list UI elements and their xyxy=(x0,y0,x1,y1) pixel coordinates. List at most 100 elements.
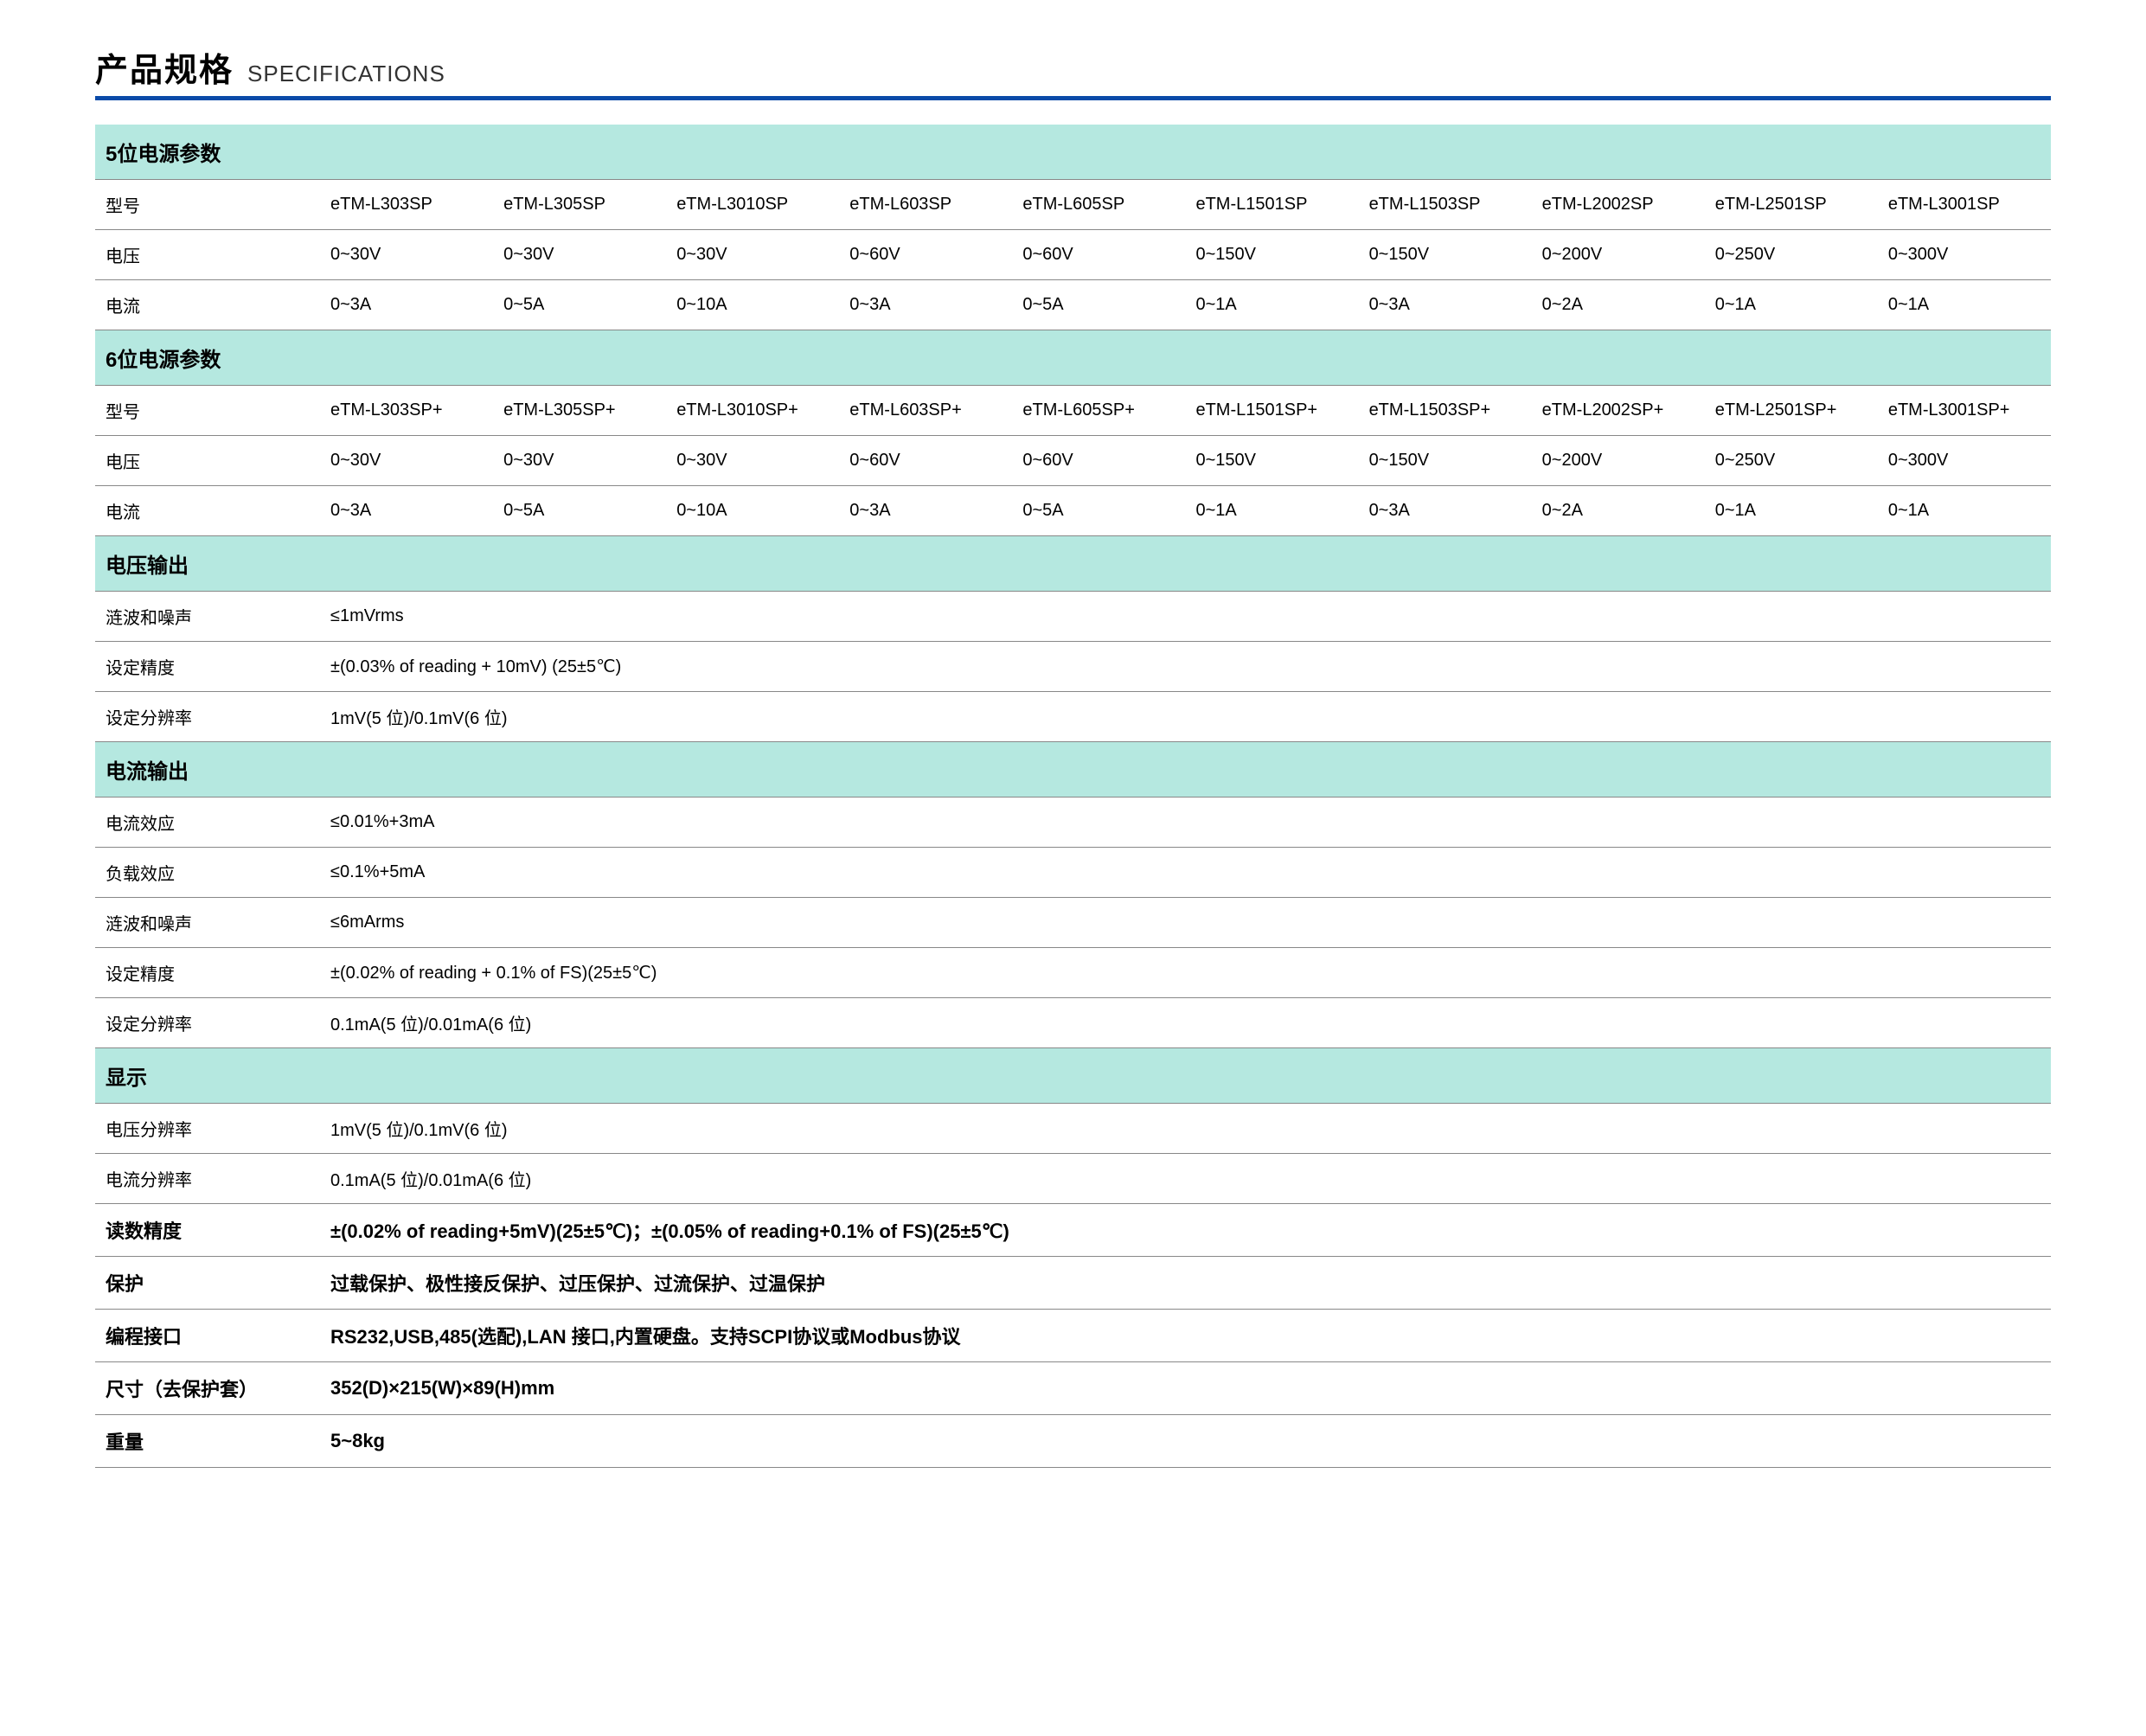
cell-5-model-5: eTM-L1501SP xyxy=(1185,180,1358,230)
cell-6-voltage-4: 0~60V xyxy=(1012,436,1185,486)
cell-5-model-8: eTM-L2501SP xyxy=(1705,180,1878,230)
row-value-voltout-0: ≤1mVrms xyxy=(320,592,2051,642)
row-label-currout-4: 设定分辨率 xyxy=(95,998,320,1048)
row-label-display-1: 电流分辨率 xyxy=(95,1154,320,1204)
cell-5-model-0: eTM-L303SP xyxy=(320,180,493,230)
section-header-curr-out: 电流输出 xyxy=(95,742,2051,798)
cell-5-model-7: eTM-L2002SP xyxy=(1532,180,1705,230)
cell-5-voltage-6: 0~150V xyxy=(1359,230,1532,280)
cell-6-model-8: eTM-L2501SP+ xyxy=(1705,386,1878,436)
row-label-display-0: 电压分辨率 xyxy=(95,1104,320,1154)
row-label-5-model: 型号 xyxy=(95,180,320,230)
row-label-6-current: 电流 xyxy=(95,486,320,536)
cell-6-model-6: eTM-L1503SP+ xyxy=(1359,386,1532,436)
title-en: SPECIFICATIONS xyxy=(247,61,445,87)
section-header-6digit: 6位电源参数 xyxy=(95,330,2051,386)
row-label-currout-0: 电流效应 xyxy=(95,798,320,848)
row-label-bold-0: 读数精度 xyxy=(95,1204,320,1257)
row-label-voltout-2: 设定分辨率 xyxy=(95,692,320,742)
row-value-voltout-2: 1mV(5 位)/0.1mV(6 位) xyxy=(320,692,2051,742)
row-label-bold-2: 编程接口 xyxy=(95,1310,320,1362)
cell-6-model-1: eTM-L305SP+ xyxy=(493,386,666,436)
row-value-currout-2: ≤6mArms xyxy=(320,898,2051,948)
cell-6-voltage-3: 0~60V xyxy=(839,436,1012,486)
cell-5-voltage-7: 0~200V xyxy=(1532,230,1705,280)
cell-6-model-0: eTM-L303SP+ xyxy=(320,386,493,436)
row-label-bold-4: 重量 xyxy=(95,1415,320,1468)
row-label-bold-3: 尺寸（去保护套） xyxy=(95,1362,320,1415)
row-value-bold-1: 过载保护、极性接反保护、过压保护、过流保护、过温保护 xyxy=(320,1257,2051,1310)
cell-5-voltage-0: 0~30V xyxy=(320,230,493,280)
cell-5-current-9: 0~1A xyxy=(1878,280,2051,330)
row-label-voltout-0: 涟波和噪声 xyxy=(95,592,320,642)
cell-6-model-4: eTM-L605SP+ xyxy=(1012,386,1185,436)
section-header-display: 显示 xyxy=(95,1048,2051,1104)
row-value-display-0: 1mV(5 位)/0.1mV(6 位) xyxy=(320,1104,2051,1154)
cell-5-current-6: 0~3A xyxy=(1359,280,1532,330)
row-value-voltout-1: ±(0.03% of reading + 10mV) (25±5℃) xyxy=(320,642,2051,692)
row-label-6-voltage: 电压 xyxy=(95,436,320,486)
cell-6-model-3: eTM-L603SP+ xyxy=(839,386,1012,436)
cell-5-current-1: 0~5A xyxy=(493,280,666,330)
row-label-currout-1: 负载效应 xyxy=(95,848,320,898)
page-title-row: 产品规格 SPECIFICATIONS xyxy=(95,43,2051,100)
cell-6-model-9: eTM-L3001SP+ xyxy=(1878,386,2051,436)
cell-5-model-4: eTM-L605SP xyxy=(1012,180,1185,230)
cell-6-current-8: 0~1A xyxy=(1705,486,1878,536)
cell-6-current-5: 0~1A xyxy=(1185,486,1358,536)
cell-5-model-3: eTM-L603SP xyxy=(839,180,1012,230)
cell-6-voltage-9: 0~300V xyxy=(1878,436,2051,486)
cell-6-current-3: 0~3A xyxy=(839,486,1012,536)
row-value-bold-0: ±(0.02% of reading+5mV)(25±5℃)；±(0.05% o… xyxy=(320,1204,2051,1257)
cell-6-voltage-7: 0~200V xyxy=(1532,436,1705,486)
cell-5-model-2: eTM-L3010SP xyxy=(666,180,839,230)
cell-5-voltage-2: 0~30V xyxy=(666,230,839,280)
cell-5-current-3: 0~3A xyxy=(839,280,1012,330)
row-value-bold-2: RS232,USB,485(选配),LAN 接口,内置硬盘。支持SCPI协议或M… xyxy=(320,1310,2051,1362)
cell-5-voltage-5: 0~150V xyxy=(1185,230,1358,280)
cell-5-voltage-4: 0~60V xyxy=(1012,230,1185,280)
cell-5-current-0: 0~3A xyxy=(320,280,493,330)
cell-5-voltage-3: 0~60V xyxy=(839,230,1012,280)
cell-5-current-2: 0~10A xyxy=(666,280,839,330)
row-value-bold-3: 352(D)×215(W)×89(H)mm xyxy=(320,1362,2051,1415)
cell-6-voltage-0: 0~30V xyxy=(320,436,493,486)
section-header-5digit: 5位电源参数 xyxy=(95,125,2051,180)
cell-5-model-9: eTM-L3001SP xyxy=(1878,180,2051,230)
cell-5-model-1: eTM-L305SP xyxy=(493,180,666,230)
cell-6-current-1: 0~5A xyxy=(493,486,666,536)
cell-6-voltage-6: 0~150V xyxy=(1359,436,1532,486)
cell-5-current-4: 0~5A xyxy=(1012,280,1185,330)
cell-5-current-8: 0~1A xyxy=(1705,280,1878,330)
row-value-currout-3: ±(0.02% of reading + 0.1% of FS)(25±5℃) xyxy=(320,948,2051,998)
cell-6-current-9: 0~1A xyxy=(1878,486,2051,536)
cell-5-model-6: eTM-L1503SP xyxy=(1359,180,1532,230)
cell-5-current-7: 0~2A xyxy=(1532,280,1705,330)
cell-6-current-2: 0~10A xyxy=(666,486,839,536)
cell-6-model-7: eTM-L2002SP+ xyxy=(1532,386,1705,436)
row-label-5-current: 电流 xyxy=(95,280,320,330)
cell-6-current-6: 0~3A xyxy=(1359,486,1532,536)
row-value-currout-4: 0.1mA(5 位)/0.01mA(6 位) xyxy=(320,998,2051,1048)
row-value-bold-4: 5~8kg xyxy=(320,1415,2051,1468)
row-label-bold-1: 保护 xyxy=(95,1257,320,1310)
cell-6-voltage-1: 0~30V xyxy=(493,436,666,486)
row-label-6-model: 型号 xyxy=(95,386,320,436)
row-label-currout-3: 设定精度 xyxy=(95,948,320,998)
cell-6-current-7: 0~2A xyxy=(1532,486,1705,536)
cell-5-voltage-1: 0~30V xyxy=(493,230,666,280)
spec-table: 5位电源参数型号eTM-L303SPeTM-L305SPeTM-L3010SPe… xyxy=(95,125,2051,1468)
cell-6-voltage-8: 0~250V xyxy=(1705,436,1878,486)
cell-5-current-5: 0~1A xyxy=(1185,280,1358,330)
cell-6-current-4: 0~5A xyxy=(1012,486,1185,536)
cell-6-voltage-2: 0~30V xyxy=(666,436,839,486)
row-value-currout-0: ≤0.01%+3mA xyxy=(320,798,2051,848)
row-value-display-1: 0.1mA(5 位)/0.01mA(6 位) xyxy=(320,1154,2051,1204)
cell-6-model-2: eTM-L3010SP+ xyxy=(666,386,839,436)
cell-5-voltage-8: 0~250V xyxy=(1705,230,1878,280)
row-label-voltout-1: 设定精度 xyxy=(95,642,320,692)
cell-5-voltage-9: 0~300V xyxy=(1878,230,2051,280)
title-cn: 产品规格 xyxy=(95,43,234,91)
cell-6-current-0: 0~3A xyxy=(320,486,493,536)
cell-6-voltage-5: 0~150V xyxy=(1185,436,1358,486)
